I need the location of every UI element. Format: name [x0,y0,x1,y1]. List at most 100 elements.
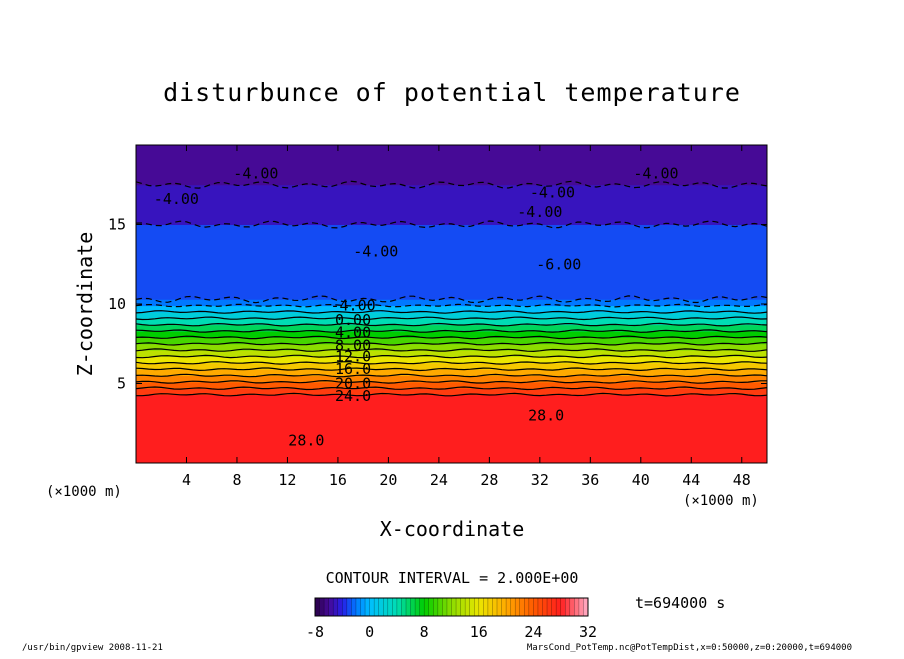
colorbar-tick-label-1: 0 [365,623,374,641]
band-0 [136,394,767,463]
contour-lines [136,180,767,397]
colorbar-segment-47 [528,598,534,616]
colorbar-segment-20 [406,598,411,616]
colorbar-segment-6 [342,598,348,616]
colorbar-segment-12 [369,598,375,616]
x-tick-label-44: 44 [682,471,700,489]
colorbar-segment-37 [483,598,489,616]
band-1 [136,388,767,396]
colorbar-segment-23 [419,598,425,616]
y-axis: 5 10 15 [108,216,767,393]
band-9 [136,337,767,345]
contour-line-3 [136,379,767,384]
colorbar-segment-29 [446,598,452,616]
contour-line-16 [136,295,767,304]
x-tick-label-32: 32 [531,471,549,489]
band-16 [136,224,767,300]
colorbar-segment-24 [424,598,430,616]
colorbar-segment-2 [324,598,330,616]
colorbar-segment-46 [524,598,530,616]
colorbar-segment-15 [383,598,389,616]
contour-line-5 [136,367,767,372]
band-18 [136,145,767,186]
colorbar-segment-9 [355,598,361,616]
contour-label-16: 28.0 [528,406,564,424]
band-5 [136,362,767,370]
colorbar-segment-44 [515,598,521,616]
colorbar-segment-7 [346,598,352,616]
contour-line-11 [136,329,767,333]
colorbar-segment-13 [374,598,380,616]
contour-labels: -4.00-4.00 -4.00-4.00-4.00-4.00-6.00-4.00… [154,165,679,450]
colorbar-segment-34 [469,598,475,616]
x-tick-label-4: 4 [182,471,191,489]
chart-title: disturbunce of potential temperature [163,78,741,107]
contour-line-10 [136,335,767,340]
contour-line-15 [136,303,767,308]
contour-line-12 [136,322,767,327]
colorbar-segment-53 [556,598,562,616]
band-11 [136,324,767,332]
colorbar-segment-35 [474,598,480,616]
colorbar-tick-label-3: 16 [470,623,488,641]
x-tick-label-8: 8 [232,471,241,489]
colorbar-segment-40 [497,598,502,616]
colorbar-tick-label-4: 24 [524,623,542,641]
band-6 [136,356,767,364]
colorbar-segment-33 [465,598,471,616]
x-tick-label-12: 12 [278,471,296,489]
band-4 [136,369,767,377]
colorbar-segment-21 [410,598,416,616]
colorbar-segment-5 [337,598,343,616]
colorbar-segment-58 [578,598,584,616]
contour-label-15: 28.0 [288,432,324,450]
colorbar-segment-56 [569,598,575,616]
contour-label-13: 20.0 [335,375,371,393]
colorbar-segment-1 [319,598,325,616]
band-7 [136,350,767,357]
x-tick-label-40: 40 [632,471,650,489]
colorbar-segment-26 [433,598,439,616]
x-tick-label-24: 24 [430,471,448,489]
contour-line-2 [136,386,767,391]
x-unit-left: (×1000 m) [46,484,122,500]
colorbar-segment-50 [542,598,548,616]
colorbar-tick-label-0: -8 [306,623,324,641]
contour-line-17 [136,220,767,229]
contour-label-7: -4.00 [330,297,375,315]
colorbar-segment-52 [551,598,557,616]
band-8 [136,343,767,351]
x-tick-label-28: 28 [480,471,498,489]
colorbar-tick-label-5: 32 [579,623,597,641]
band-3 [136,375,767,383]
colorbar-segment-3 [328,598,334,616]
y-axis-label: Z-coordinate [73,232,97,377]
band-13 [136,311,767,319]
colorbar-segment-49 [537,598,543,616]
contour-label-11: 12.0 [335,347,371,365]
colorbar-frame [314,597,589,617]
contour-line-14 [136,310,767,314]
contour-line-7 [136,354,767,359]
contour-label-2: -4.00 [530,184,575,202]
contour-line-1 [136,392,767,397]
colorbar-segment-4 [333,598,339,616]
colorbar-segment-55 [565,598,571,616]
contour-interval: CONTOUR INTERVAL = 2.000E+00 [326,569,579,587]
x-tick-label-20: 20 [379,471,397,489]
colorbar-segment-22 [415,598,421,616]
contour-label-1: -4.00 [154,190,199,208]
colorbar-segment-28 [442,598,448,616]
contour-label-5: -4.00 [353,243,398,261]
colorbar-segment-41 [501,598,507,616]
colorbar-segment-45 [519,598,525,616]
colorbar-segment-25 [428,598,434,616]
colorbar-segment-32 [460,598,466,616]
x-tick-label-36: 36 [581,471,599,489]
colorbar-segment-51 [547,598,552,616]
band-2 [136,381,767,389]
contour-label-8: 0.00 [335,311,371,329]
band-12 [136,318,767,326]
contour-line-9 [136,341,767,346]
